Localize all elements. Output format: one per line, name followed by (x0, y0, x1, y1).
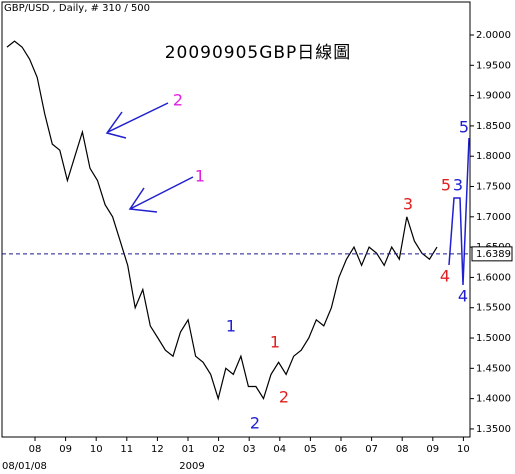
wave-label: 3 (403, 195, 413, 214)
y-tick-label: 1.5500 (476, 303, 511, 314)
wave-label: 4 (440, 267, 450, 286)
x-tick-label: 06 (335, 444, 348, 455)
arrow-head (128, 187, 158, 213)
arrow-head (105, 111, 127, 139)
y-tick-label: 1.4000 (476, 394, 511, 405)
y-tick-label: 1.7000 (476, 212, 511, 223)
x-tick-label: 10 (457, 444, 470, 455)
y-tick-label: 1.6000 (476, 272, 511, 283)
x-tick-label: 05 (304, 444, 317, 455)
y-tick-label: 1.3500 (476, 424, 511, 435)
y-tick-label: 1.9500 (476, 60, 511, 71)
plot-frame (1, 1, 471, 438)
x-tick-label: 04 (273, 444, 286, 455)
y-tick-label: 1.7500 (476, 182, 511, 193)
last-price-label: 1.6389 (476, 249, 511, 260)
last-price-box (471, 246, 513, 262)
wave-label: 4 (458, 287, 468, 306)
y-tick-label: 1.9000 (476, 91, 511, 102)
header: GBP/USD , Daily, # 310 / 500 (4, 3, 150, 14)
wave-label: 5 (459, 118, 469, 137)
x-tick-label: 08 (29, 444, 42, 455)
x-tick-label: 07 (365, 444, 378, 455)
y-tick-label: 1.5000 (476, 333, 511, 344)
x-tick-label: 11 (120, 444, 133, 455)
x-tick-label: 12 (151, 444, 164, 455)
arrow (129, 176, 194, 210)
wave-label: 1 (226, 317, 236, 336)
y-tick-label: 2.0000 (476, 30, 511, 41)
arrow (107, 102, 169, 133)
chart-title: 20090905GBP日線圖 (165, 43, 352, 63)
wave-label: 5 (441, 176, 451, 195)
wave-label: 1 (270, 333, 280, 352)
x-tick-label: 09 (426, 444, 439, 455)
wave-label: 3 (453, 176, 463, 195)
y-tick-label: 1.8500 (476, 121, 511, 132)
x-start-label: 08/01/08 (2, 461, 47, 472)
y-tick-label: 1.8000 (476, 151, 511, 162)
wave-label: 2 (173, 91, 183, 110)
x-tick-label: 08 (396, 444, 409, 455)
wave-label: 2 (279, 388, 289, 407)
y-tick-label: 1.4500 (476, 363, 511, 374)
year-label: 2009 (179, 461, 204, 472)
wave-sketch (448, 137, 470, 286)
price-line (6, 40, 438, 401)
x-tick-label: 02 (212, 444, 225, 455)
x-tick-label: 09 (59, 444, 72, 455)
arrows (105, 102, 470, 286)
x-tick-label: 10 (90, 444, 103, 455)
wave-label: 2 (250, 414, 260, 433)
x-tick-label: 03 (243, 444, 256, 455)
x-tick-label: 01 (182, 444, 195, 455)
wave-label: 1 (195, 167, 205, 186)
